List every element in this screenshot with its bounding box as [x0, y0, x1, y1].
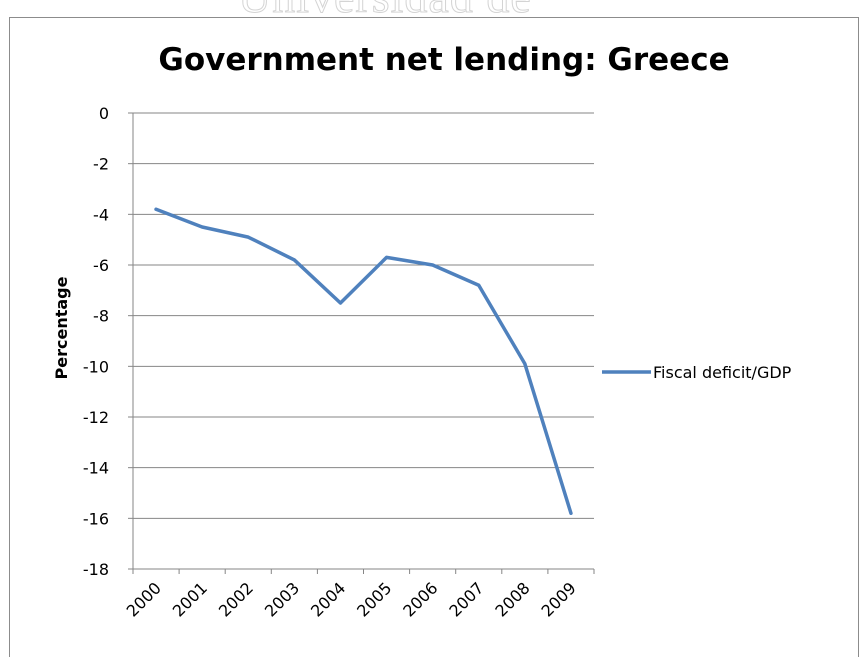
x-tick-label: 2007	[445, 578, 487, 620]
y-tick-label: -14	[83, 459, 109, 478]
y-tick-label: -10	[83, 357, 109, 376]
x-tick-label: 2002	[215, 578, 257, 620]
y-tick-label: -4	[93, 205, 109, 224]
x-tick-label: 2009	[538, 578, 580, 620]
y-tick-label: -2	[93, 155, 109, 174]
watermark: Universidad de	[238, 0, 532, 23]
y-tick-label: 0	[99, 104, 109, 123]
series-group	[154, 207, 573, 516]
data-point	[523, 362, 527, 366]
x-axis: 2000 2001 2002 2003 2004 2005 2006 2007 2008 2009	[123, 569, 595, 621]
data-point	[200, 225, 204, 229]
data-point	[385, 255, 389, 259]
y-tick-label: -18	[83, 560, 109, 579]
legend: Fiscal deficit/GDP	[602, 363, 792, 382]
data-point	[154, 207, 158, 211]
data-point	[431, 263, 435, 267]
series-line	[154, 207, 573, 516]
y-tick-label: -6	[93, 256, 109, 275]
y-tick-label: -12	[83, 408, 109, 427]
chart-frame	[9, 17, 859, 657]
y-tick-label: -16	[83, 509, 109, 528]
x-tick-label: 2001	[169, 578, 211, 620]
gridlines	[133, 112, 594, 570]
x-tick-label: 2005	[353, 578, 395, 620]
data-point	[292, 258, 296, 262]
data-point	[477, 283, 481, 287]
x-tick-label: 2006	[399, 578, 441, 620]
y-axis-label: Percentage	[52, 276, 71, 379]
y-tick-label: -8	[93, 307, 109, 326]
legend-label: Fiscal deficit/GDP	[653, 363, 792, 382]
data-point	[338, 301, 342, 305]
data-point	[569, 511, 573, 515]
x-tick-label: 2004	[307, 578, 349, 620]
chart-title: Government net lending: Greece	[158, 42, 729, 78]
x-tick-label: 2000	[123, 578, 165, 620]
data-point	[246, 235, 250, 239]
y-axis: 0 -2 -4 -6 -8 -10 -12 -14 -16 -18	[83, 104, 134, 579]
x-tick-label: 2008	[491, 578, 533, 620]
x-tick-label: 2003	[261, 578, 303, 620]
